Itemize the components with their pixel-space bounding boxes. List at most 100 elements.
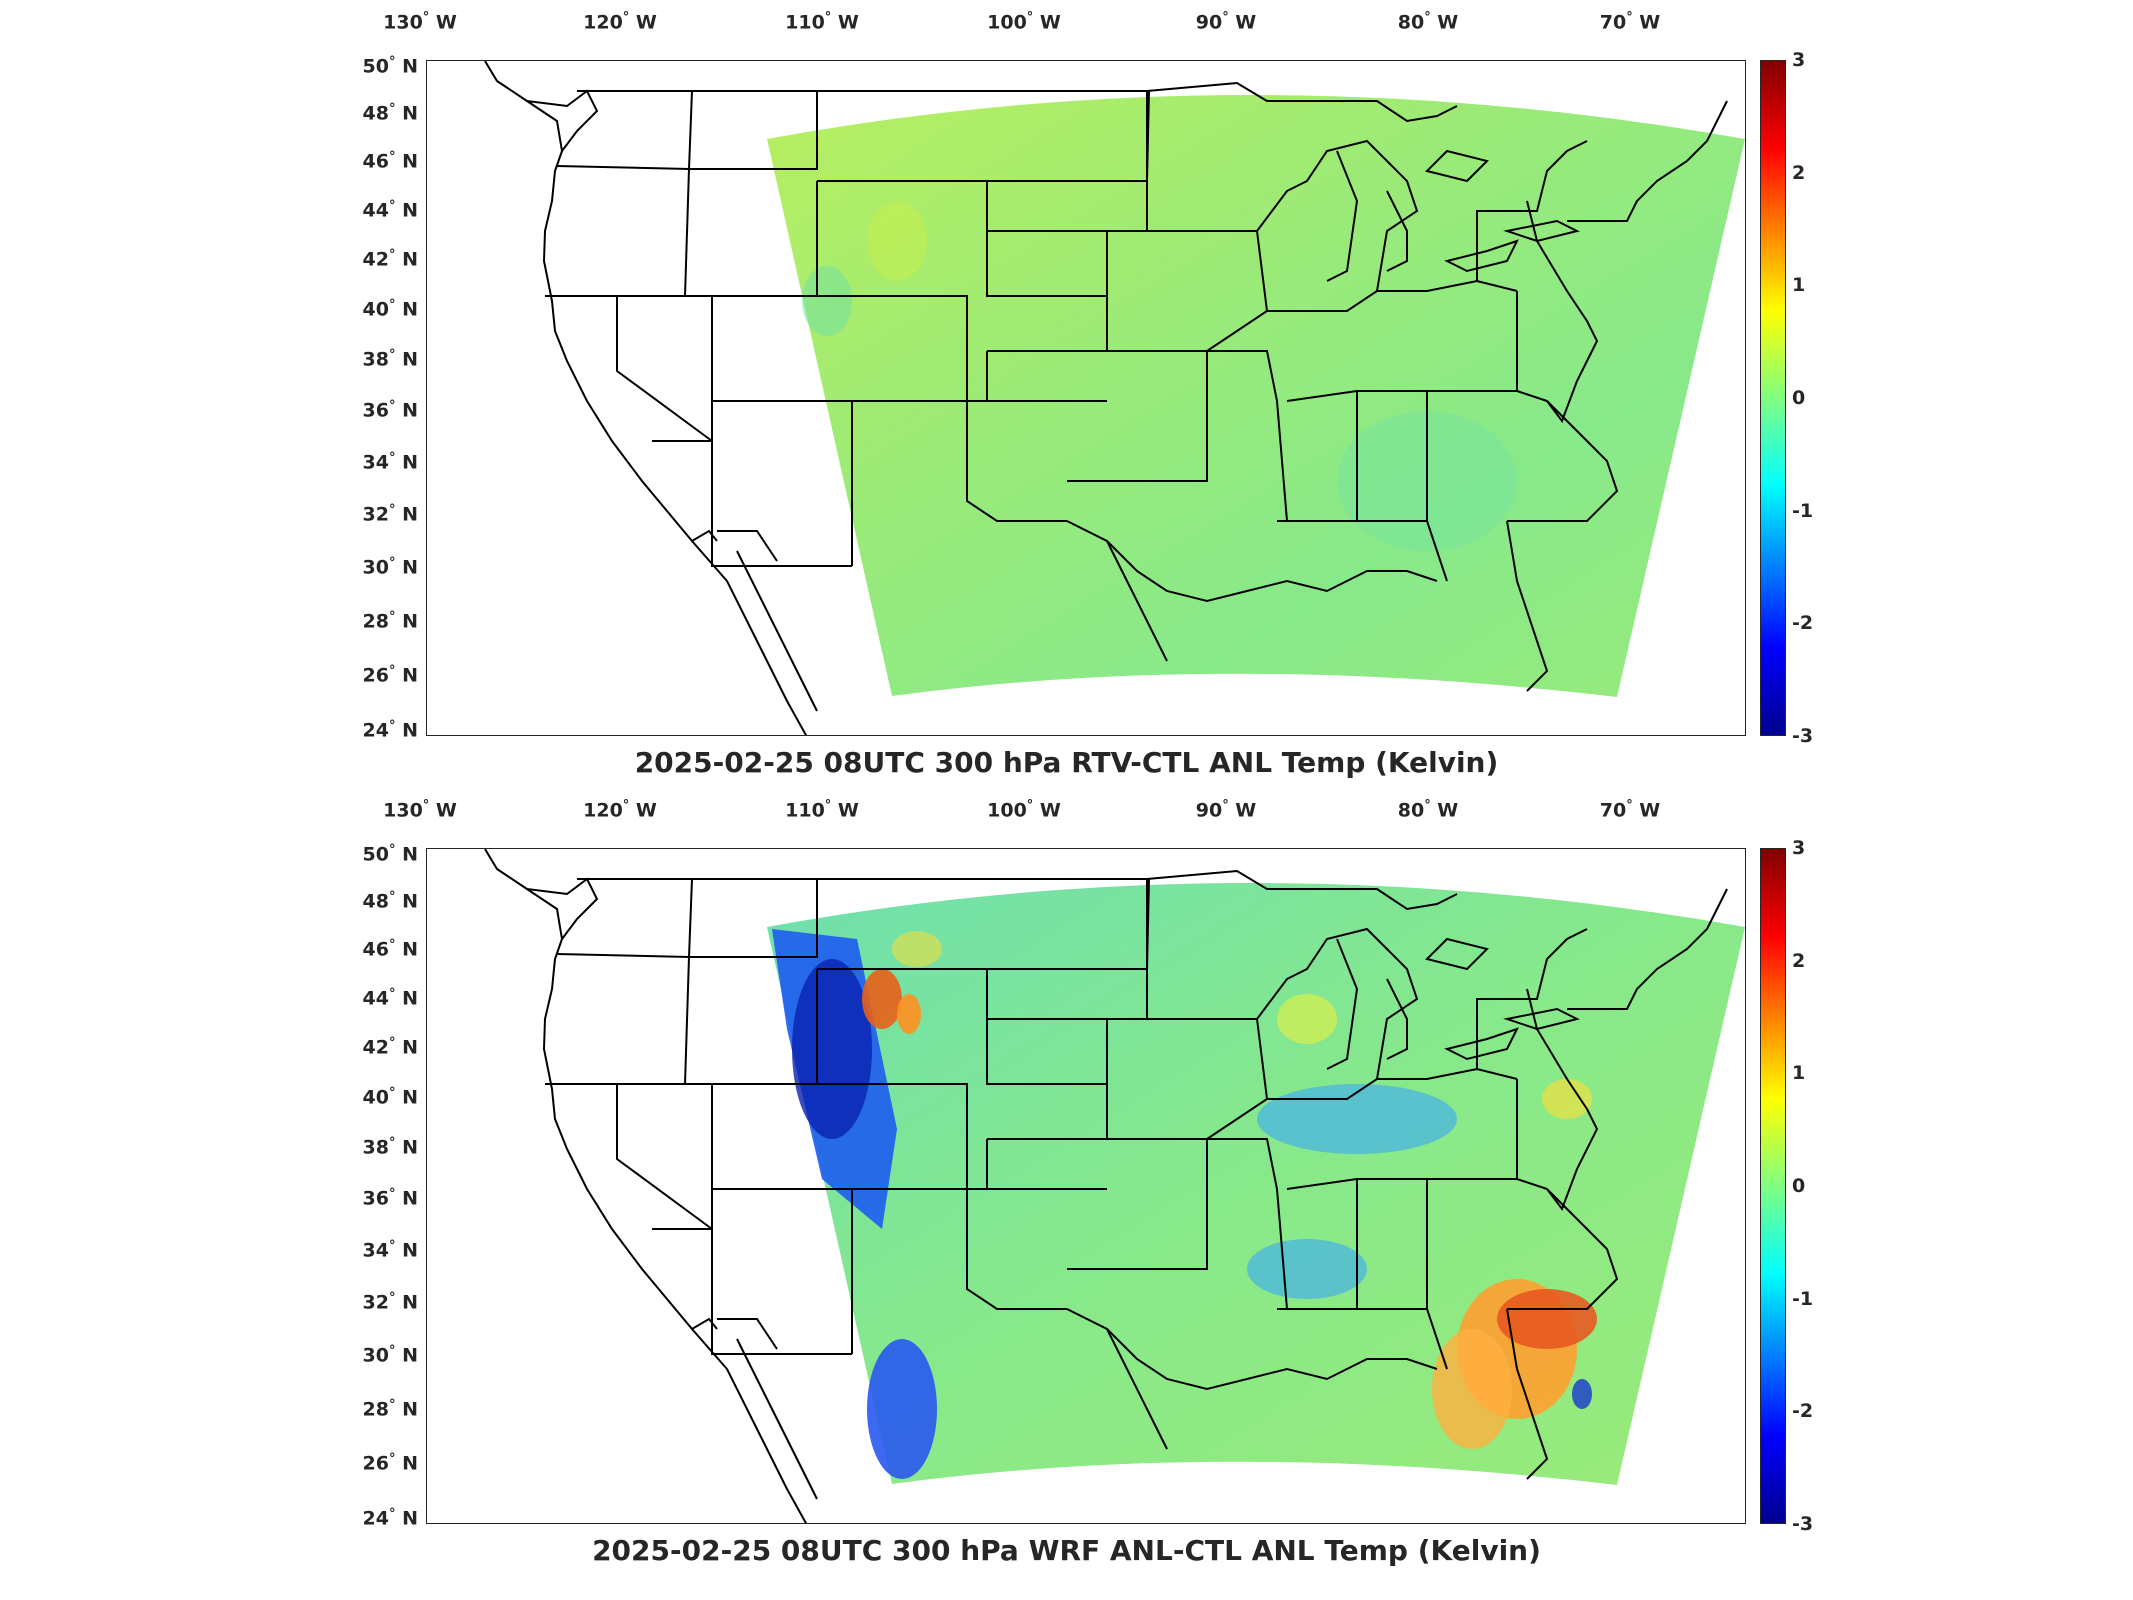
longitude-tick-label: 80° W	[1397, 798, 1459, 822]
boundary-line	[1267, 1067, 1518, 1100]
boundary-line	[987, 878, 1150, 970]
latitude-tick-label: 24° N	[362, 1506, 418, 1530]
boundary-line	[1207, 1138, 1288, 1310]
longitude-tick-label: 70° W	[1599, 10, 1661, 34]
boundary-line	[691, 1328, 808, 1523]
latitude-tick-label: 32° N	[362, 502, 418, 527]
longitude-tick-label: 130° W	[383, 798, 457, 822]
domain-field	[767, 95, 1745, 697]
boundary-line	[691, 540, 808, 735]
boundary-line	[1444, 239, 1519, 273]
latitude-tick-label: 30° N	[362, 555, 418, 579]
longitude-tick-label: 110° W	[785, 10, 859, 34]
boundary-line	[684, 168, 690, 297]
latitude-tick-label: 38° N	[362, 1135, 418, 1159]
boundary-line	[1066, 1308, 1438, 1391]
boundary-line	[817, 180, 1107, 297]
boundary-line	[1444, 1027, 1519, 1061]
boundary-line	[817, 295, 968, 401]
boundary-line	[711, 441, 852, 567]
boundary-line	[736, 1338, 818, 1500]
boundary-line	[711, 1229, 852, 1355]
boundary-line	[577, 81, 1458, 123]
boundary-line	[1067, 350, 1208, 482]
colorbar-tick-label: -3	[1792, 725, 1814, 747]
longitude-tick-label: 130° W	[383, 10, 457, 34]
boundary-line	[966, 401, 1067, 522]
boundary-line	[712, 400, 853, 566]
longitude-tick-label: 110° W	[785, 798, 859, 822]
boundary-line	[1507, 1188, 1619, 1310]
boundary-line	[1567, 888, 1728, 1010]
colorbar-tick-label: -1	[1792, 1287, 1814, 1310]
boundary-line	[1546, 1108, 1599, 1212]
boundary-line	[987, 90, 1150, 182]
latitude-tick-label: 46° N	[362, 149, 418, 173]
colorbar-tick-label: 0	[1792, 387, 1806, 409]
boundary-line	[1106, 1328, 1168, 1450]
boundary-line	[1425, 937, 1489, 971]
boundary-line	[717, 530, 778, 562]
boundary-line	[1546, 320, 1599, 424]
boundary-line	[1526, 988, 1588, 1110]
longitude-tick-label: 70° W	[1599, 798, 1661, 822]
boundary-line	[1503, 219, 1580, 243]
latitude-tick-label: 42° N	[362, 1035, 418, 1059]
longitude-tick-label: 100° W	[987, 798, 1061, 822]
colorbar-tick-label: -3	[1792, 1513, 1814, 1535]
boundary-line	[689, 91, 818, 170]
boundary-line	[712, 1188, 853, 1354]
boundary-line	[684, 956, 690, 1085]
panel-title: 2025-02-25 08UTC 300 hPa WRF ANL-CTL ANL…	[592, 1534, 1541, 1567]
latitude-tick-label: 28° N	[362, 609, 418, 633]
longitude-tick-label: 90° W	[1195, 798, 1257, 822]
boundary-line	[1386, 190, 1408, 272]
boundary-line	[689, 879, 818, 958]
latitude-tick-label: 50° N	[362, 842, 418, 866]
colorbar-tick-label: 2	[1792, 161, 1806, 184]
longitude-tick-label: 100° W	[987, 10, 1061, 34]
latitude-tick-label: 24° N	[362, 718, 418, 742]
boundary-line	[1277, 1179, 1448, 1370]
boundary-line	[1506, 520, 1549, 692]
colorbar-tick-label: 1	[1792, 1062, 1806, 1085]
boundary-line	[1526, 200, 1588, 322]
latitude-tick-label: 48° N	[362, 101, 418, 125]
boundary-line	[1207, 350, 1288, 522]
latitude-tick-label: 26° N	[362, 1451, 418, 1475]
boundary-line	[1106, 540, 1168, 662]
boundary-line	[1326, 938, 1359, 1070]
colorbar-tick-label: 3	[1792, 837, 1806, 859]
boundary-line	[1277, 391, 1448, 582]
colorbar-tick-label: 1	[1792, 274, 1806, 297]
boundary-line	[1476, 928, 1588, 1179]
boundary-line	[1267, 279, 1518, 312]
colorbar-tick-label: -2	[1792, 612, 1814, 635]
latitude-tick-label: 36° N	[362, 398, 418, 422]
latitude-tick-label: 50° N	[362, 54, 418, 78]
map-plot-area	[426, 848, 1746, 1524]
latitude-tick-label: 26° N	[362, 663, 418, 687]
longitude-tick-label: 120° W	[583, 10, 657, 34]
latitude-tick-label: 34° N	[362, 1238, 418, 1262]
colorbar	[1760, 60, 1786, 736]
colorbar	[1760, 848, 1786, 1524]
boundary-line	[484, 61, 718, 543]
boundary-line	[736, 550, 818, 712]
latitude-tick-label: 28° N	[362, 1397, 418, 1421]
boundary-line	[616, 1084, 713, 1230]
latitude-tick-label: 38° N	[362, 347, 418, 371]
boundary-line	[484, 849, 718, 1331]
boundary-line	[1507, 400, 1619, 522]
latitude-tick-label: 40° N	[362, 297, 418, 321]
boundary-line	[526, 89, 599, 152]
boundary-line	[1506, 1308, 1549, 1480]
colorbar-tick-label: -2	[1792, 1400, 1814, 1423]
boundary-line	[1147, 230, 1269, 352]
latitude-tick-label: 34° N	[362, 450, 418, 474]
boundary-line	[1066, 520, 1438, 603]
boundary-line	[1476, 140, 1588, 391]
latitude-tick-label: 40° N	[362, 1085, 418, 1109]
latitude-tick-label: 36° N	[362, 1186, 418, 1210]
colorbar-tick-label: 0	[1792, 1175, 1806, 1197]
